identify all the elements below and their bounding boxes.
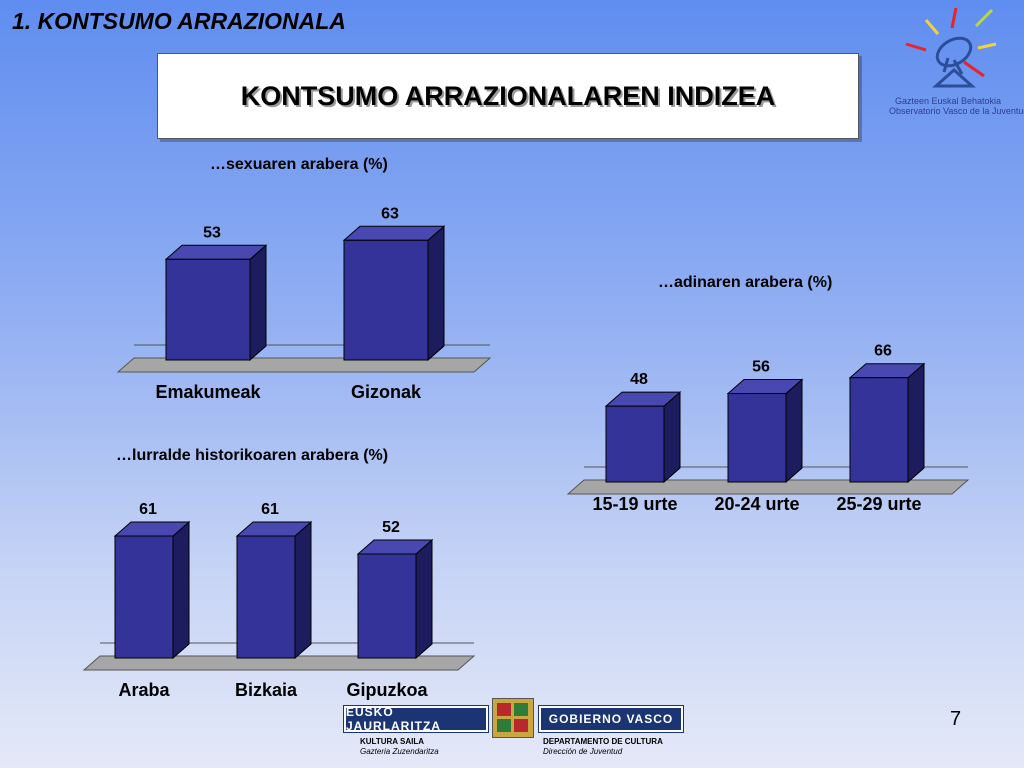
footer-right-dept: DEPARTAMENTO DE CULTURA: [543, 737, 663, 746]
chart-2-bar-side: [785, 378, 803, 484]
chart-3-bar-side: [294, 520, 312, 660]
chart-1-bar: [343, 239, 429, 361]
chart-2-category-label: 20-24 urte: [714, 494, 799, 514]
chart-3-bar: [236, 535, 296, 659]
footer-left-dept: KULTURA SAILA: [360, 737, 424, 746]
chart-3-bar: [114, 535, 174, 659]
chart-3-category-label: Araba: [118, 680, 170, 700]
chart-3-bar-side: [415, 538, 433, 660]
chart-3-bar: [357, 553, 417, 659]
chart-3-floor: [82, 655, 476, 671]
page-number: 7: [950, 708, 962, 730]
chart-3-bar-side: [172, 520, 190, 660]
chart-2-category-label: 15-19 urte: [592, 494, 677, 514]
chart-1-title: …sexuaren arabera (%): [210, 156, 388, 173]
chart-1-bar: [165, 258, 251, 361]
chart-3-category-label: Gipuzkoa: [346, 680, 428, 700]
chart-1-value-label: 63: [381, 205, 399, 222]
chart-2-bar: [727, 393, 787, 483]
chart-3-value-label: 52: [382, 519, 400, 536]
chart-2-bar-side: [663, 391, 681, 484]
main-title-box: KONTSUMO ARRAZIONALAREN INDIZEA: [157, 53, 859, 139]
coat-of-arms-icon: [492, 698, 534, 738]
chart-1-bar-side: [427, 225, 445, 362]
chart-3-value-label: 61: [139, 501, 157, 518]
chart-1-bar-side: [249, 244, 267, 362]
chart-1-bar-top: [164, 244, 268, 260]
satellite-dish-icon: [905, 7, 997, 88]
chart-1-category-label: Emakumeak: [155, 382, 261, 402]
chart-2-value-label: 56: [752, 359, 770, 376]
chart-2-value-label: 66: [874, 343, 892, 360]
footer-bar-right: GOBIERNO VASCO: [538, 705, 684, 733]
chart-3-value-label: 61: [261, 501, 279, 518]
chart-3-title: …lurralde historikoaren arabera (%): [116, 447, 389, 464]
chart-1-category-label: Gizonak: [351, 382, 422, 402]
chart-3-category-label: Bizkaia: [235, 680, 298, 700]
chart-1-floor: [116, 357, 492, 373]
chart-2-bar-side: [907, 362, 925, 484]
chart-2-category-label: 25-29 urte: [836, 494, 921, 514]
chart-2-bar: [849, 377, 909, 483]
section-title: 1. KONTSUMO ARRAZIONALA: [12, 8, 346, 34]
chart-2-title: …adinaren arabera (%): [658, 274, 833, 291]
main-title: KONTSUMO ARRAZIONALAREN INDIZEA: [240, 80, 776, 111]
logo-line-2: Observatorio Vasco de la Juventud: [889, 106, 1024, 116]
chart-1-value-label: 53: [203, 224, 221, 241]
footer-left-sub: Gazteria Zuzendaritza: [360, 747, 439, 756]
chart-1-bar-top: [342, 225, 446, 241]
chart-2-floor: [566, 479, 970, 495]
chart-2-bar: [605, 405, 665, 483]
logo-line-1: Gazteen Euskal Behatokia: [895, 96, 1002, 106]
chart-2-value-label: 48: [630, 371, 648, 388]
footer-right-sub: Dirección de Juventud: [543, 747, 623, 756]
footer-bar-left: EUSKO JAURLARITZA: [343, 705, 489, 733]
